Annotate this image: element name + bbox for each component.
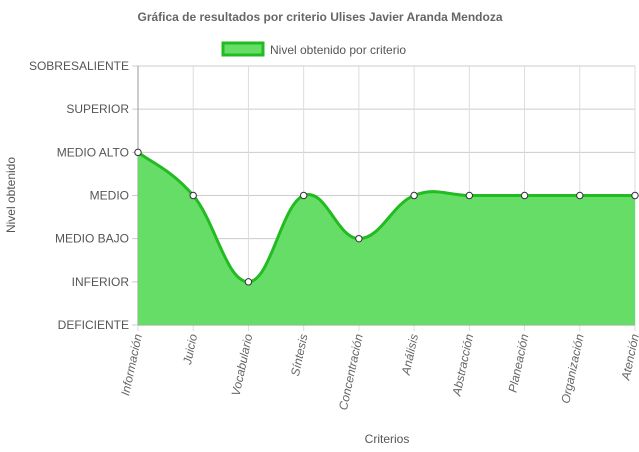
data-point: [135, 149, 141, 155]
y-tick-label: INFERIOR: [72, 275, 130, 289]
series-area: [138, 152, 635, 325]
data-point: [411, 192, 417, 198]
x-tick-label: Vocabulario: [229, 332, 256, 397]
data-point: [300, 192, 306, 198]
data-point: [190, 192, 196, 198]
y-tick-label: MEDIO ALTO: [57, 145, 129, 159]
data-point: [356, 235, 362, 241]
x-tick-label: Organización: [558, 332, 586, 404]
y-tick-label: SOBRESALIENTE: [29, 59, 129, 73]
y-tick-label: DEFICIENTE: [58, 318, 129, 332]
x-tick-label: Atención: [618, 332, 639, 382]
x-tick-label: Análisis: [399, 333, 422, 377]
x-tick-label: Juicio: [180, 332, 200, 366]
legend-label: Nivel obtenido por criterio: [270, 43, 406, 57]
legend[interactable]: Nivel obtenido por criterio: [223, 43, 406, 57]
data-point: [466, 192, 472, 198]
y-axis-title: Nivel obtenido: [4, 157, 18, 233]
y-axis-ticks: DEFICIENTE INFERIOR MEDIO BAJO MEDIO MEDIO A…: [29, 59, 129, 332]
data-point: [245, 279, 251, 285]
data-point: [521, 192, 527, 198]
x-tick-label: Información: [118, 332, 145, 397]
legend-swatch: [223, 43, 263, 55]
x-tick-label: Concentración: [336, 332, 366, 411]
area-fill: [138, 152, 635, 325]
data-point: [577, 192, 583, 198]
y-tick-label: SUPERIOR: [66, 102, 129, 116]
x-axis-title: Criterios: [365, 432, 410, 446]
x-tick-label: Planeación: [505, 332, 531, 393]
x-tick-label: Abstracción: [449, 332, 476, 398]
chart-title: Gráfica de resultados por criterio Ulise…: [137, 10, 502, 24]
y-tick-label: MEDIO BAJO: [55, 232, 129, 246]
y-tick-label: MEDIO: [90, 189, 129, 203]
x-tick-label: Síntesis: [288, 333, 311, 378]
data-point: [632, 192, 638, 198]
x-axis-ticks: Información Juicio Vocabulario Síntesis Conc…: [118, 332, 639, 411]
